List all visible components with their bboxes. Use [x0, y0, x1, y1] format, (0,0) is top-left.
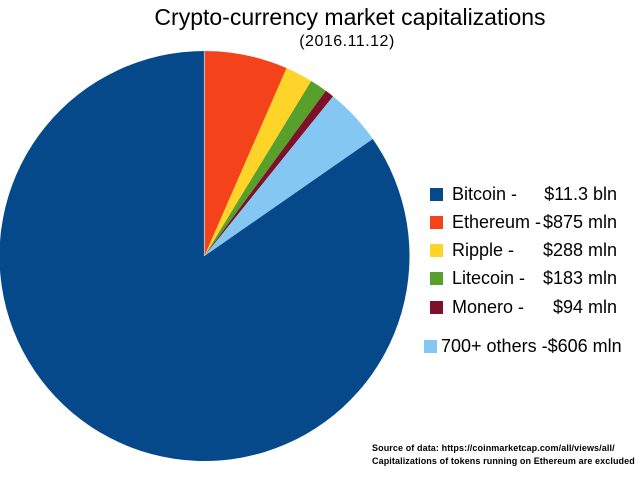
legend-unit-litecoin: mln [587, 267, 617, 288]
legend-unit-ethereum: mln [587, 211, 617, 232]
legend-label-others: 700+ others - [441, 335, 548, 356]
source-line-1: Source of data: https://coinmarketcap.co… [372, 443, 615, 453]
legend-swatch-bitcoin [430, 187, 443, 201]
legend-amount-bitcoin: $11.3 [544, 183, 588, 204]
legend-label-bitcoin: Bitcoin - [452, 183, 518, 204]
legend-unit-monero: mln [587, 296, 617, 317]
legend-label-monero: Monero - [452, 296, 525, 317]
legend-amount-ripple: $288 [542, 239, 583, 260]
legend-unit-others: mln [592, 335, 622, 356]
legend-label-ethereum: Ethereum - [452, 211, 542, 232]
chart-title: Crypto-currency market capitalizations [154, 4, 546, 30]
pie-slice-litecoin [204, 80, 326, 256]
legend-swatch-litecoin [430, 271, 443, 285]
pie-slice-monero [204, 90, 334, 256]
legend-row-bitcoin: Bitcoin - $11.3 bln [430, 183, 617, 205]
legend-label-ripple: Ripple - [452, 239, 515, 260]
legend-unit-bitcoin: bln [592, 183, 617, 204]
legend-swatch-ripple [430, 243, 443, 257]
pie-slice-ethereum [204, 51, 287, 256]
pie-chart [0, 51, 410, 461]
legend-row-ripple: Ripple - $288 mln [430, 239, 617, 261]
legend-unit-ripple: mln [587, 239, 617, 260]
legend-row-litecoin: Litecoin - $183 mln [430, 267, 617, 289]
legend-amount-ethereum: $875 [542, 211, 583, 232]
legend-row-others: 700+ others - $606 mln [424, 335, 622, 357]
pie-slice-ripple [204, 68, 312, 257]
legend-row-monero: Monero - $94 mln [430, 296, 617, 318]
legend-amount-others: $606 [547, 335, 588, 356]
source-note: Source of data: https://coinmarketcap.co… [372, 442, 635, 468]
chart-subtitle: (2016.11.12) [299, 33, 395, 50]
legend-row-ethereum: Ethereum - $875 mln [430, 211, 617, 233]
source-line-2: Capitalizations of tokens running on Eth… [372, 456, 635, 466]
legend-amount-litecoin: $183 [542, 267, 583, 288]
legend-swatch-others [424, 339, 437, 353]
legend-label-litecoin: Litecoin - [452, 267, 526, 288]
legend-amount-monero: $94 [552, 296, 583, 317]
legend-swatch-ethereum [430, 215, 443, 229]
legend-swatch-monero [430, 300, 443, 314]
pie-slice-others [204, 96, 373, 256]
